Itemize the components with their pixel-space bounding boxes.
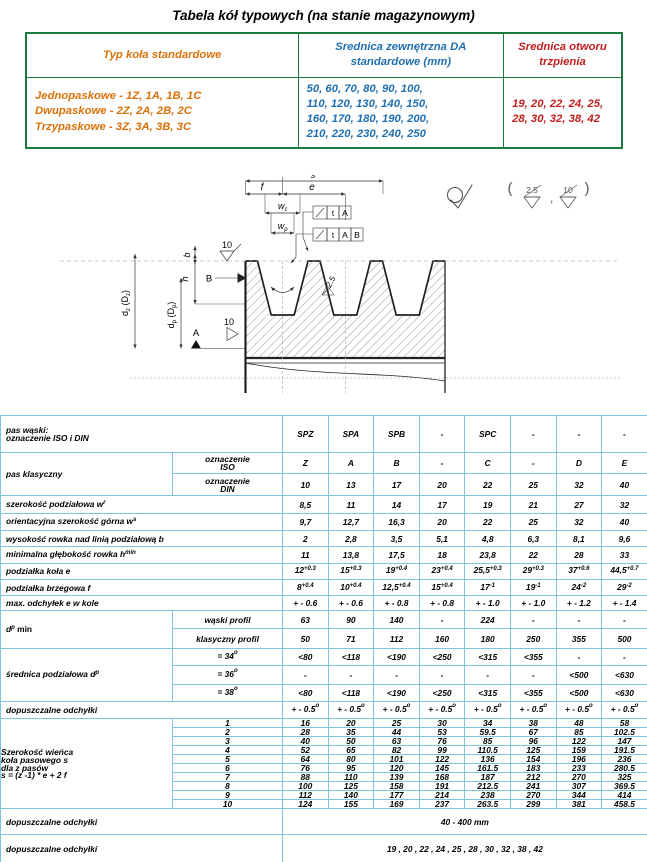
svg-text:h: h [180,276,191,281]
svg-text:A: A [193,328,200,339]
svg-text:): ) [585,180,590,197]
svg-text:b: b [182,252,192,257]
svg-text:dz (Dz): dz (Dz) [120,290,132,316]
svg-text:,: , [550,191,553,205]
svg-text:f: f [261,182,265,193]
svg-text:2.5: 2.5 [526,185,538,195]
svg-text:10: 10 [224,317,234,327]
svg-text:dp (Dp): dp (Dp) [166,302,178,329]
svg-text:B: B [354,230,360,240]
svg-text:wp: wp [278,221,289,233]
svg-text:t: t [332,209,335,218]
svg-text:e: e [309,182,315,193]
svg-text:A: A [342,208,348,218]
svg-text:10: 10 [222,240,232,250]
svg-text:(: ( [508,180,513,197]
svg-text:t: t [332,231,335,240]
svg-text:A: A [342,230,348,240]
svg-text:B: B [206,274,212,285]
svg-text:wc: wc [278,201,288,213]
svg-text:s: s [311,175,316,180]
